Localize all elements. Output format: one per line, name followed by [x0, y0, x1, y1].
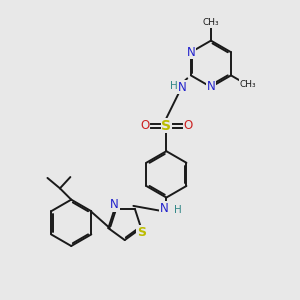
Text: N: N	[187, 46, 195, 59]
Text: S: S	[136, 226, 146, 239]
Text: N: N	[110, 198, 119, 211]
Text: H: H	[170, 81, 178, 92]
Text: CH₃: CH₃	[202, 18, 219, 27]
Text: H: H	[174, 205, 182, 215]
Text: N: N	[160, 202, 168, 215]
Text: N: N	[207, 80, 215, 94]
Text: S: S	[161, 118, 171, 133]
Text: O: O	[183, 119, 192, 132]
Text: N: N	[178, 81, 186, 94]
Text: CH₃: CH₃	[240, 80, 256, 89]
Text: O: O	[140, 119, 150, 132]
